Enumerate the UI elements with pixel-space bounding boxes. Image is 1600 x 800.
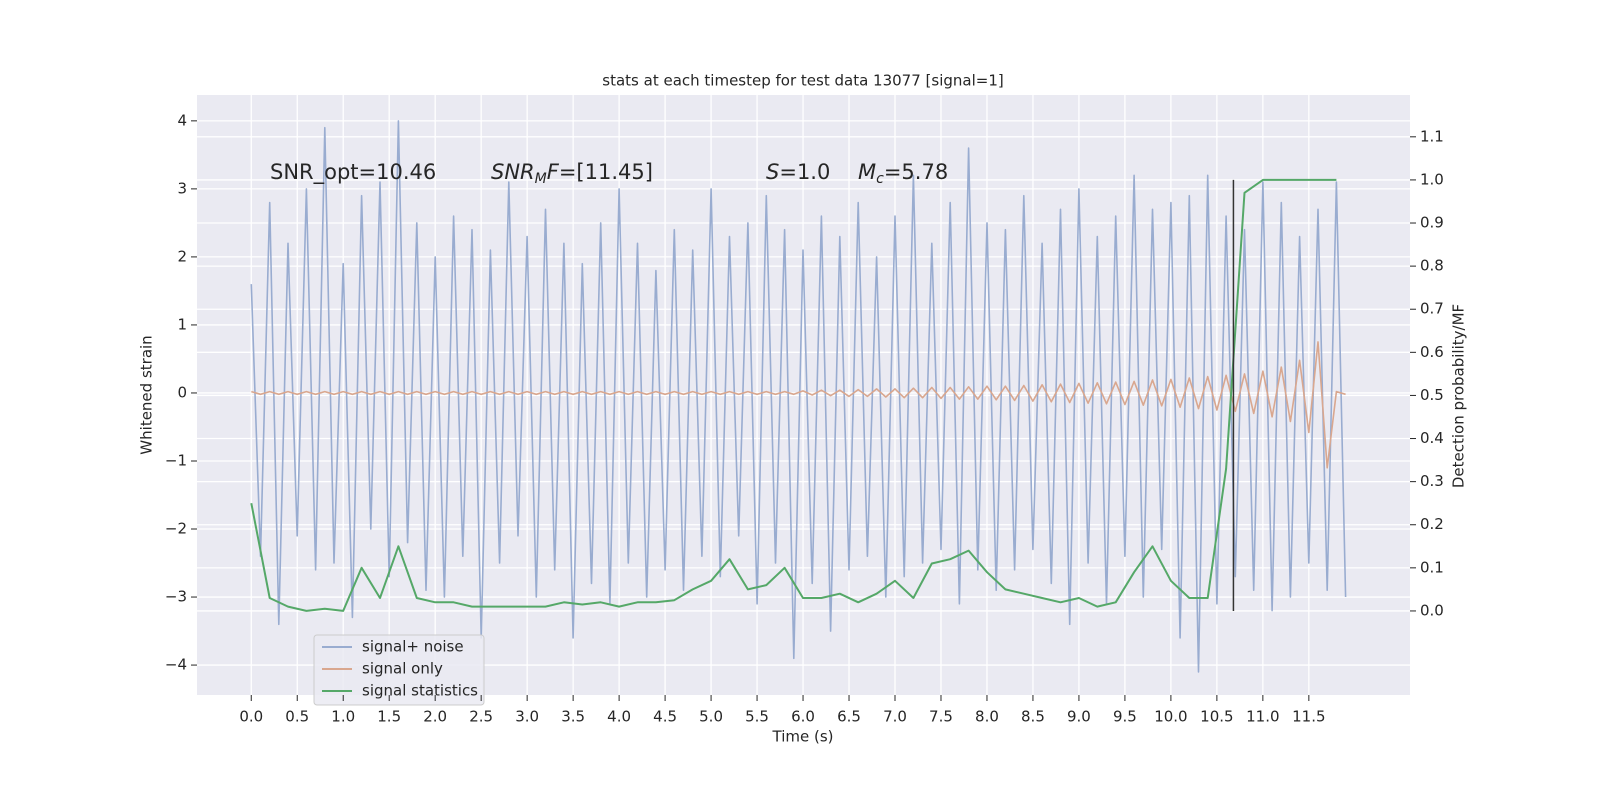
y-tick-label: −2 xyxy=(165,520,187,538)
y2-tick-label: 1.0 xyxy=(1420,170,1444,188)
annotation-part: SNR xyxy=(491,160,535,184)
series-line xyxy=(250,178,1337,612)
y-tick-label: 1 xyxy=(177,315,187,333)
series-line xyxy=(251,341,1346,469)
x-tick-label: 4.0 xyxy=(607,708,631,726)
y-axis-label: Whitened strain xyxy=(138,335,156,454)
annotation: SNRMF=[11.45] xyxy=(491,160,653,187)
x-tick-label: 0.0 xyxy=(239,708,263,726)
y-tick-label: 2 xyxy=(177,247,187,265)
x-tick-label: 9.0 xyxy=(1067,708,1091,726)
y2-tick-label: 0.2 xyxy=(1420,515,1444,533)
annotation-part: M xyxy=(858,160,876,184)
marks-layer xyxy=(250,120,1347,673)
y2-tick-label: 0.8 xyxy=(1420,257,1444,275)
x-tick-label: 2.0 xyxy=(423,708,447,726)
x-tick-label: 11.0 xyxy=(1246,708,1279,726)
annotation: S=1.0 xyxy=(766,160,830,184)
x-tick-label: 8.5 xyxy=(1021,708,1045,726)
x-tick-label: 6.5 xyxy=(837,708,861,726)
x-tick-label: 10.0 xyxy=(1154,708,1187,726)
annotation-part: F xyxy=(547,160,560,184)
x-tick-label: 6.0 xyxy=(791,708,815,726)
y2-tick-label: 0.5 xyxy=(1420,386,1444,404)
y2-tick-label: 0.0 xyxy=(1420,601,1444,619)
y2-tick-label: 0.4 xyxy=(1420,429,1444,447)
x-tick-label: 7.5 xyxy=(929,708,953,726)
x-tick-label: 7.0 xyxy=(883,708,907,726)
y-tick-label: −3 xyxy=(165,588,187,606)
y-tick-label: 0 xyxy=(177,383,187,401)
x-tick-label: 5.0 xyxy=(699,708,723,726)
y-tick-label: −4 xyxy=(165,656,187,674)
chart-title: stats at each timestep for test data 130… xyxy=(602,72,1003,90)
legend-label: signal+ noise xyxy=(362,638,464,656)
annotation-part: =1.0 xyxy=(779,160,830,184)
x-tick-label: 1.0 xyxy=(331,708,355,726)
y2-tick-label: 1.1 xyxy=(1420,127,1444,145)
annotation-part: =[11.45] xyxy=(559,160,653,184)
annotation-part: =5.78 xyxy=(884,160,948,184)
annotation: Mc=5.78 xyxy=(858,160,948,187)
x-tick-label: 5.5 xyxy=(745,708,769,726)
x-tick-label: 8.0 xyxy=(975,708,999,726)
annotation-part: SNR_opt=10.46 xyxy=(270,160,436,185)
x-tick-label: 3.0 xyxy=(515,708,539,726)
x-tick-label: 0.5 xyxy=(285,708,309,726)
y-tick-label: 3 xyxy=(177,179,187,197)
y2-axis-label: Detection probability/MF xyxy=(1450,304,1468,488)
series-line xyxy=(250,120,1347,673)
annotation: SNR_opt=10.46 xyxy=(270,160,436,185)
annotation-part: M xyxy=(535,171,547,187)
y2-tick-label: 0.9 xyxy=(1420,214,1444,232)
y2-tick-label: 0.7 xyxy=(1420,300,1444,318)
x-tick-label: 4.5 xyxy=(653,708,677,726)
annotation-part: c xyxy=(876,171,884,187)
x-tick-label: 1.5 xyxy=(377,708,401,726)
y2-tick-label: 0.3 xyxy=(1420,472,1444,490)
x-tick-label: 9.5 xyxy=(1113,708,1137,726)
y2-tick-label: 0.1 xyxy=(1420,558,1444,576)
legend-box xyxy=(313,634,485,706)
x-tick-label: 3.5 xyxy=(561,708,585,726)
x-axis-label: Time (s) xyxy=(772,728,834,746)
x-tick-label: 2.5 xyxy=(469,708,493,726)
overlay-layer: SNR_opt=10.46 SNRMF=[11.45] S=1.0 Mc=5.78si… xyxy=(270,160,1235,706)
y-tick-label: 4 xyxy=(177,111,187,129)
legend-label: signal only xyxy=(362,660,443,678)
y2-tick-label: 0.6 xyxy=(1420,343,1444,361)
annotation-part: S xyxy=(766,160,779,184)
y-tick-label: −1 xyxy=(165,451,187,469)
legend-label: signal statistics xyxy=(362,682,478,700)
x-tick-label: 10.5 xyxy=(1200,708,1233,726)
x-tick-label: 11.5 xyxy=(1292,708,1325,726)
